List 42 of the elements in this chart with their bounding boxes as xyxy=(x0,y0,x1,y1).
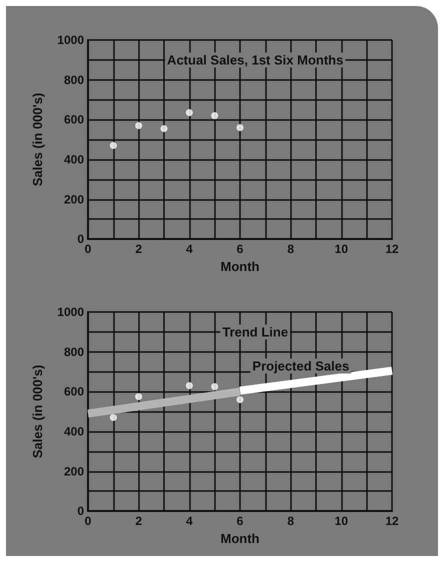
x-tick-label: 12 xyxy=(385,242,399,256)
y-tick-label: 0 xyxy=(77,504,84,518)
y-tick-label: 1000 xyxy=(57,33,84,47)
y-tick-label: 800 xyxy=(64,72,84,87)
x-tick-label: 6 xyxy=(236,242,244,256)
y-tick-label: 600 xyxy=(64,384,84,399)
y-axis-title: Sales (in 000's) xyxy=(30,364,45,458)
point xyxy=(236,124,244,132)
y-tick-label: 200 xyxy=(64,464,84,478)
y-tick-label: 400 xyxy=(64,152,84,166)
point xyxy=(186,382,193,390)
x-tick-label: 8 xyxy=(287,514,294,528)
x-axis-title: Month xyxy=(220,531,260,546)
x-axis-title: Month xyxy=(220,259,260,274)
y-tick-label: 0 xyxy=(77,232,84,246)
x-tick-label: 10 xyxy=(334,514,348,528)
y-tick-label: 1000 xyxy=(57,305,84,319)
point xyxy=(186,109,193,116)
x-tick-label: 4 xyxy=(186,242,193,256)
y-axis-title: Sales (in 000's) xyxy=(30,92,45,186)
x-tick-label: 6 xyxy=(236,514,244,528)
point xyxy=(135,122,142,130)
annotation: Projected Sales xyxy=(252,358,350,374)
y-tick-label: 800 xyxy=(64,344,84,359)
x-tick-label: 2 xyxy=(135,514,142,528)
point xyxy=(110,414,117,422)
point xyxy=(110,142,117,150)
y-tick-label: 200 xyxy=(64,192,84,206)
point xyxy=(135,393,142,400)
x-tick-label: 10 xyxy=(334,242,348,256)
point xyxy=(211,112,218,120)
annotation: Actual Sales, 1st Six Months xyxy=(167,52,344,68)
y-tick-label: 600 xyxy=(64,112,84,127)
point xyxy=(236,396,244,404)
point xyxy=(211,383,218,390)
x-tick-label: 4 xyxy=(186,514,193,528)
x-tick-label: 12 xyxy=(385,514,399,528)
point xyxy=(160,125,168,132)
x-tick-label: 2 xyxy=(135,242,142,256)
annotation: Trend Line xyxy=(222,324,288,340)
y-tick-label: 400 xyxy=(64,424,84,438)
x-tick-label: 8 xyxy=(287,242,294,256)
